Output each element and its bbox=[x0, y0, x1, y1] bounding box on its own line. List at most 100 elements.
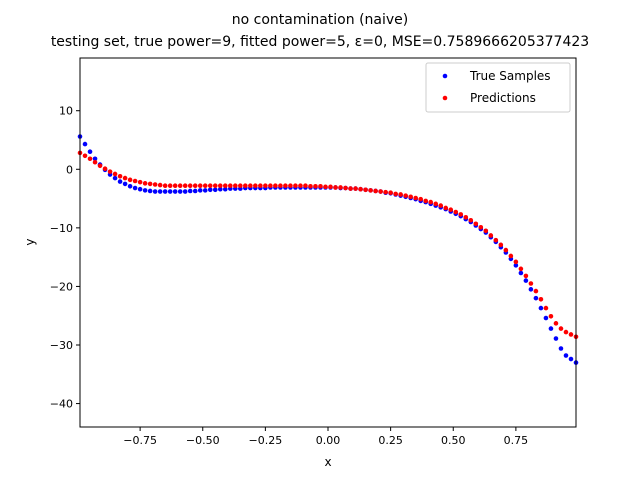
data-point bbox=[378, 189, 383, 194]
data-point bbox=[398, 192, 403, 197]
x-tick-label: 0.00 bbox=[316, 434, 341, 447]
data-point bbox=[358, 186, 363, 192]
y-tick-label: −10 bbox=[50, 222, 73, 235]
y-axis-label: y bbox=[23, 238, 37, 245]
data-point bbox=[243, 183, 248, 188]
data-point bbox=[458, 212, 464, 217]
x-axis-label: x bbox=[324, 455, 331, 469]
data-point bbox=[548, 314, 554, 319]
data-point bbox=[538, 297, 544, 302]
y-tick-label: −30 bbox=[50, 339, 73, 352]
data-point bbox=[443, 205, 449, 211]
data-point bbox=[177, 183, 183, 188]
data-point bbox=[543, 315, 549, 321]
data-point bbox=[147, 188, 153, 194]
data-point bbox=[132, 185, 138, 191]
data-point bbox=[87, 156, 93, 162]
data-point bbox=[353, 186, 358, 191]
data-point bbox=[538, 305, 544, 311]
data-point bbox=[488, 233, 494, 238]
data-point bbox=[323, 184, 328, 190]
data-point bbox=[418, 196, 423, 202]
data-point bbox=[202, 183, 208, 188]
x-tick-label: 0.75 bbox=[504, 434, 529, 447]
data-point bbox=[122, 175, 128, 181]
data-point bbox=[283, 183, 288, 188]
data-point bbox=[127, 183, 133, 189]
data-point bbox=[142, 181, 148, 186]
data-point bbox=[433, 201, 439, 207]
series-1 bbox=[77, 150, 579, 340]
data-point bbox=[513, 263, 519, 268]
data-point bbox=[157, 182, 163, 188]
chart-subtitle: testing set, true power=9, fitted power=… bbox=[51, 34, 589, 50]
data-point bbox=[248, 183, 253, 188]
data-point bbox=[498, 242, 504, 248]
data-point bbox=[152, 182, 158, 187]
chart-title: no contamination (naive) bbox=[232, 12, 409, 28]
data-point bbox=[112, 171, 118, 177]
data-point bbox=[438, 203, 444, 208]
data-point bbox=[368, 188, 373, 193]
data-point bbox=[132, 178, 138, 184]
data-point bbox=[403, 193, 408, 198]
data-point bbox=[182, 189, 188, 194]
data-point bbox=[192, 188, 198, 194]
data-point bbox=[528, 281, 534, 286]
y-axis: −40 −30 −20 −10 0 10 bbox=[50, 105, 80, 411]
data-point bbox=[172, 189, 178, 194]
data-point bbox=[117, 174, 123, 179]
data-point bbox=[212, 187, 218, 193]
data-point bbox=[563, 353, 569, 358]
data-point bbox=[278, 183, 283, 188]
data-point bbox=[523, 273, 529, 279]
data-point bbox=[503, 247, 509, 253]
data-point bbox=[393, 191, 398, 197]
legend-label-predictions: Predictions bbox=[470, 91, 536, 105]
data-point bbox=[333, 185, 338, 190]
data-point bbox=[167, 189, 173, 194]
data-point bbox=[207, 187, 213, 193]
data-point bbox=[328, 184, 333, 190]
data-point bbox=[288, 183, 293, 188]
legend-label-true-samples: True Samples bbox=[469, 69, 551, 83]
data-point bbox=[548, 326, 554, 331]
legend-marker-predictions bbox=[442, 95, 448, 101]
data-point bbox=[137, 179, 143, 185]
x-axis: −0.75 −0.50 −0.25 0.00 0.25 0.50 0.75 bbox=[123, 427, 528, 447]
data-point bbox=[187, 188, 193, 194]
data-point bbox=[543, 305, 549, 311]
data-point bbox=[523, 278, 529, 283]
data-point bbox=[448, 207, 454, 212]
data-point bbox=[92, 156, 98, 162]
data-point bbox=[518, 270, 524, 276]
data-point bbox=[197, 183, 203, 188]
data-point bbox=[388, 190, 393, 196]
data-point bbox=[228, 183, 233, 188]
data-point bbox=[122, 181, 128, 187]
data-point bbox=[152, 189, 158, 194]
data-point bbox=[147, 181, 153, 187]
data-point bbox=[177, 189, 183, 194]
y-tick-label: −40 bbox=[50, 398, 73, 411]
legend: True Samples Predictions bbox=[425, 62, 571, 113]
data-point bbox=[127, 177, 133, 183]
y-tick-label: −20 bbox=[50, 280, 73, 293]
data-point bbox=[363, 187, 368, 193]
data-point bbox=[338, 185, 343, 190]
data-point bbox=[162, 189, 168, 194]
data-point bbox=[483, 228, 489, 234]
data-point bbox=[413, 195, 418, 201]
data-point bbox=[553, 336, 559, 341]
axes-frame bbox=[79, 57, 577, 428]
data-point bbox=[478, 224, 484, 230]
data-point bbox=[217, 186, 223, 192]
data-point bbox=[82, 153, 88, 159]
data-point bbox=[508, 253, 514, 259]
data-point bbox=[142, 188, 148, 193]
data-point bbox=[298, 183, 303, 188]
data-point bbox=[222, 183, 228, 188]
data-point bbox=[563, 329, 569, 335]
data-point bbox=[293, 183, 298, 188]
data-point bbox=[117, 179, 123, 184]
